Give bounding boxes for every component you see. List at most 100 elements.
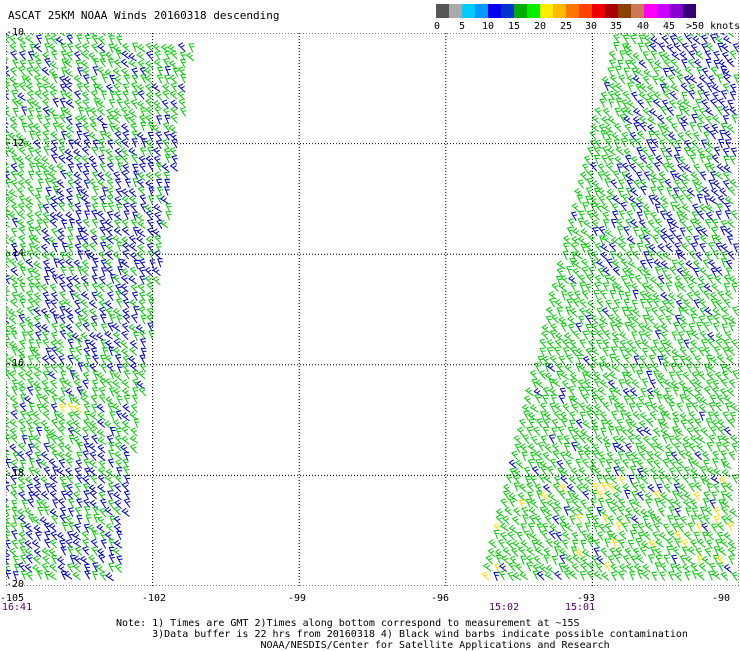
wind-barb — [132, 178, 139, 188]
wind-barb — [51, 33, 57, 37]
wind-barb — [703, 131, 710, 141]
wind-barb — [684, 130, 693, 140]
wind-barb — [727, 250, 735, 261]
wind-barb — [31, 539, 41, 549]
wind-barb — [540, 529, 548, 540]
wind-barb — [43, 506, 50, 516]
wind-barb — [164, 50, 171, 60]
wind-barb — [570, 377, 577, 388]
wind-barb — [144, 275, 153, 285]
wind-barb — [716, 106, 723, 116]
wind-barb — [513, 482, 520, 492]
wind-barb — [81, 242, 90, 252]
wind-barb — [601, 571, 610, 581]
wind-barb — [677, 331, 685, 341]
wind-barb — [82, 170, 90, 180]
wind-barb — [652, 339, 659, 349]
wind-barb — [122, 458, 129, 468]
wind-barb — [667, 234, 675, 244]
wind-barb — [111, 114, 121, 124]
wind-barb — [65, 155, 74, 165]
wind-barb — [639, 546, 647, 557]
wind-barb — [677, 131, 685, 142]
wind-barb — [628, 243, 635, 253]
wind-barb — [18, 321, 26, 332]
wind-barb — [722, 73, 731, 84]
wind-barb — [649, 410, 657, 421]
wind-barb — [82, 435, 89, 445]
wind-barb — [724, 195, 734, 205]
wind-barb — [728, 555, 735, 565]
wind-barb — [653, 259, 663, 268]
wind-barb — [104, 474, 114, 484]
wind-barb — [578, 274, 586, 284]
wind-barb — [541, 394, 549, 405]
wind-barb — [51, 153, 58, 164]
wind-barb — [618, 74, 626, 85]
wind-barb — [691, 371, 699, 381]
wind-barb — [6, 355, 10, 365]
wind-barb — [688, 482, 696, 493]
wind-barb — [705, 539, 713, 549]
wind-barb — [96, 210, 105, 220]
wind-barb — [42, 235, 51, 245]
wind-barb — [579, 282, 586, 292]
wind-barb — [516, 426, 525, 437]
wind-barb — [24, 563, 33, 573]
wind-barb — [91, 43, 99, 53]
wind-barb — [697, 89, 704, 100]
wind-barb — [591, 449, 599, 460]
wind-barb — [137, 186, 146, 196]
wind-barb — [116, 35, 123, 46]
wind-barb — [659, 571, 666, 581]
wind-barb — [666, 43, 675, 54]
wind-barb — [34, 386, 41, 396]
wind-barb — [589, 465, 596, 476]
wind-barb — [680, 82, 689, 92]
wind-barb — [97, 138, 105, 148]
wind-barb — [75, 122, 82, 133]
wind-barb — [671, 193, 679, 204]
wind-barb — [80, 226, 89, 236]
wind-barb — [648, 108, 658, 117]
wind-barb — [563, 442, 570, 453]
wind-barb — [613, 484, 623, 494]
wind-barb — [677, 307, 684, 317]
wind-barb — [670, 554, 678, 565]
wind-barb — [713, 546, 720, 556]
wind-barb — [507, 531, 515, 541]
wind-barb — [605, 162, 614, 173]
wind-barb — [35, 458, 43, 469]
wind-barb — [551, 314, 559, 324]
wind-barb — [170, 99, 178, 109]
wind-barb — [556, 260, 566, 270]
wind-barb — [6, 306, 9, 317]
wind-barb — [635, 442, 642, 453]
wind-barb — [703, 514, 710, 525]
wind-barb — [597, 395, 605, 405]
wind-barb — [664, 339, 674, 349]
wind-barb — [17, 92, 26, 102]
wind-barb — [65, 490, 74, 500]
wind-barb — [8, 315, 17, 325]
wind-barb — [669, 266, 677, 276]
wind-barb — [623, 395, 630, 405]
wind-barb — [607, 146, 617, 156]
wind-barb — [561, 291, 568, 301]
wind-barb — [722, 83, 730, 93]
wind-barb — [708, 179, 715, 189]
wind-barb — [710, 187, 720, 197]
wind-barb — [48, 250, 57, 261]
wind-barb — [592, 482, 600, 493]
wind-barb — [17, 450, 25, 461]
wind-barb — [652, 234, 659, 244]
wind-barb — [121, 267, 130, 277]
wind-barb — [58, 323, 66, 333]
colorbar-swatch — [592, 4, 605, 18]
wind-barb — [732, 370, 739, 380]
wind-barb — [600, 91, 608, 102]
wind-barb — [668, 402, 675, 412]
wind-barb — [65, 187, 73, 198]
wind-barb — [622, 458, 629, 469]
wind-barb — [708, 562, 716, 573]
